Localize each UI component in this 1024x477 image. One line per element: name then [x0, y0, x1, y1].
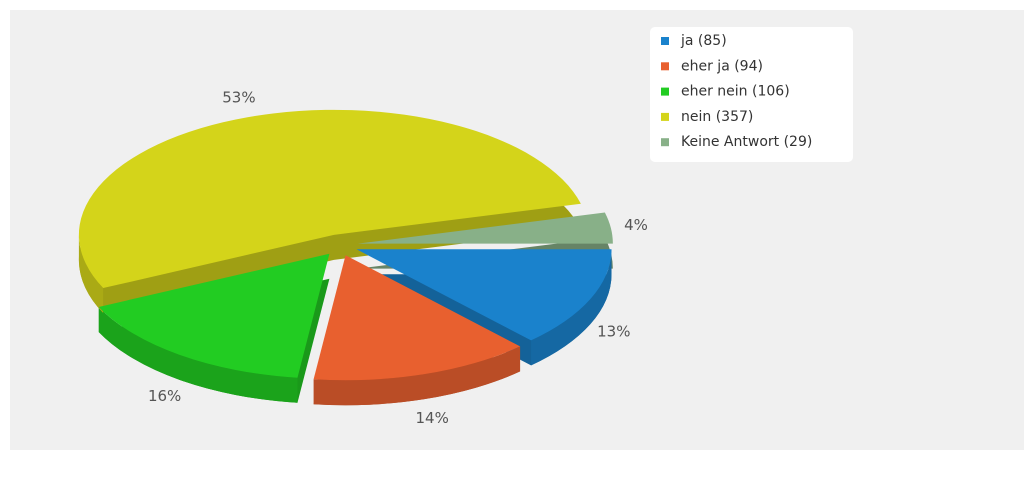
legend-label: Keine Antwort (29) — [681, 134, 812, 150]
slice-side — [98, 306, 298, 403]
legend-swatch — [661, 87, 669, 96]
data-label: 14% — [416, 409, 449, 427]
legend-swatch — [661, 37, 669, 45]
legend: ja (85) eher ja (94) eher nein (106) nein (… — [650, 27, 853, 162]
slice — [357, 212, 613, 244]
data-label: 53% — [222, 88, 255, 106]
legend-box — [650, 27, 853, 162]
slice-side — [78, 234, 104, 314]
legend-swatch — [661, 62, 669, 71]
slice — [356, 249, 612, 341]
slice — [78, 109, 581, 289]
legend-label: ja (85) — [680, 33, 727, 49]
data-label: 4% — [624, 216, 648, 234]
legend-swatch — [661, 112, 669, 121]
slice-side — [531, 249, 612, 366]
pie: 13% 14% 16% 53% 4% — [78, 88, 648, 427]
data-label: 13% — [597, 323, 630, 341]
legend-label: nein (357) — [681, 109, 753, 125]
legend-label: eher nein (106) — [681, 84, 790, 100]
legend-swatch — [661, 138, 669, 147]
slice-side — [313, 346, 521, 406]
data-label: 16% — [148, 387, 181, 405]
legend-label: eher ja (94) — [681, 58, 763, 74]
slice — [313, 255, 521, 381]
slice — [98, 253, 330, 378]
